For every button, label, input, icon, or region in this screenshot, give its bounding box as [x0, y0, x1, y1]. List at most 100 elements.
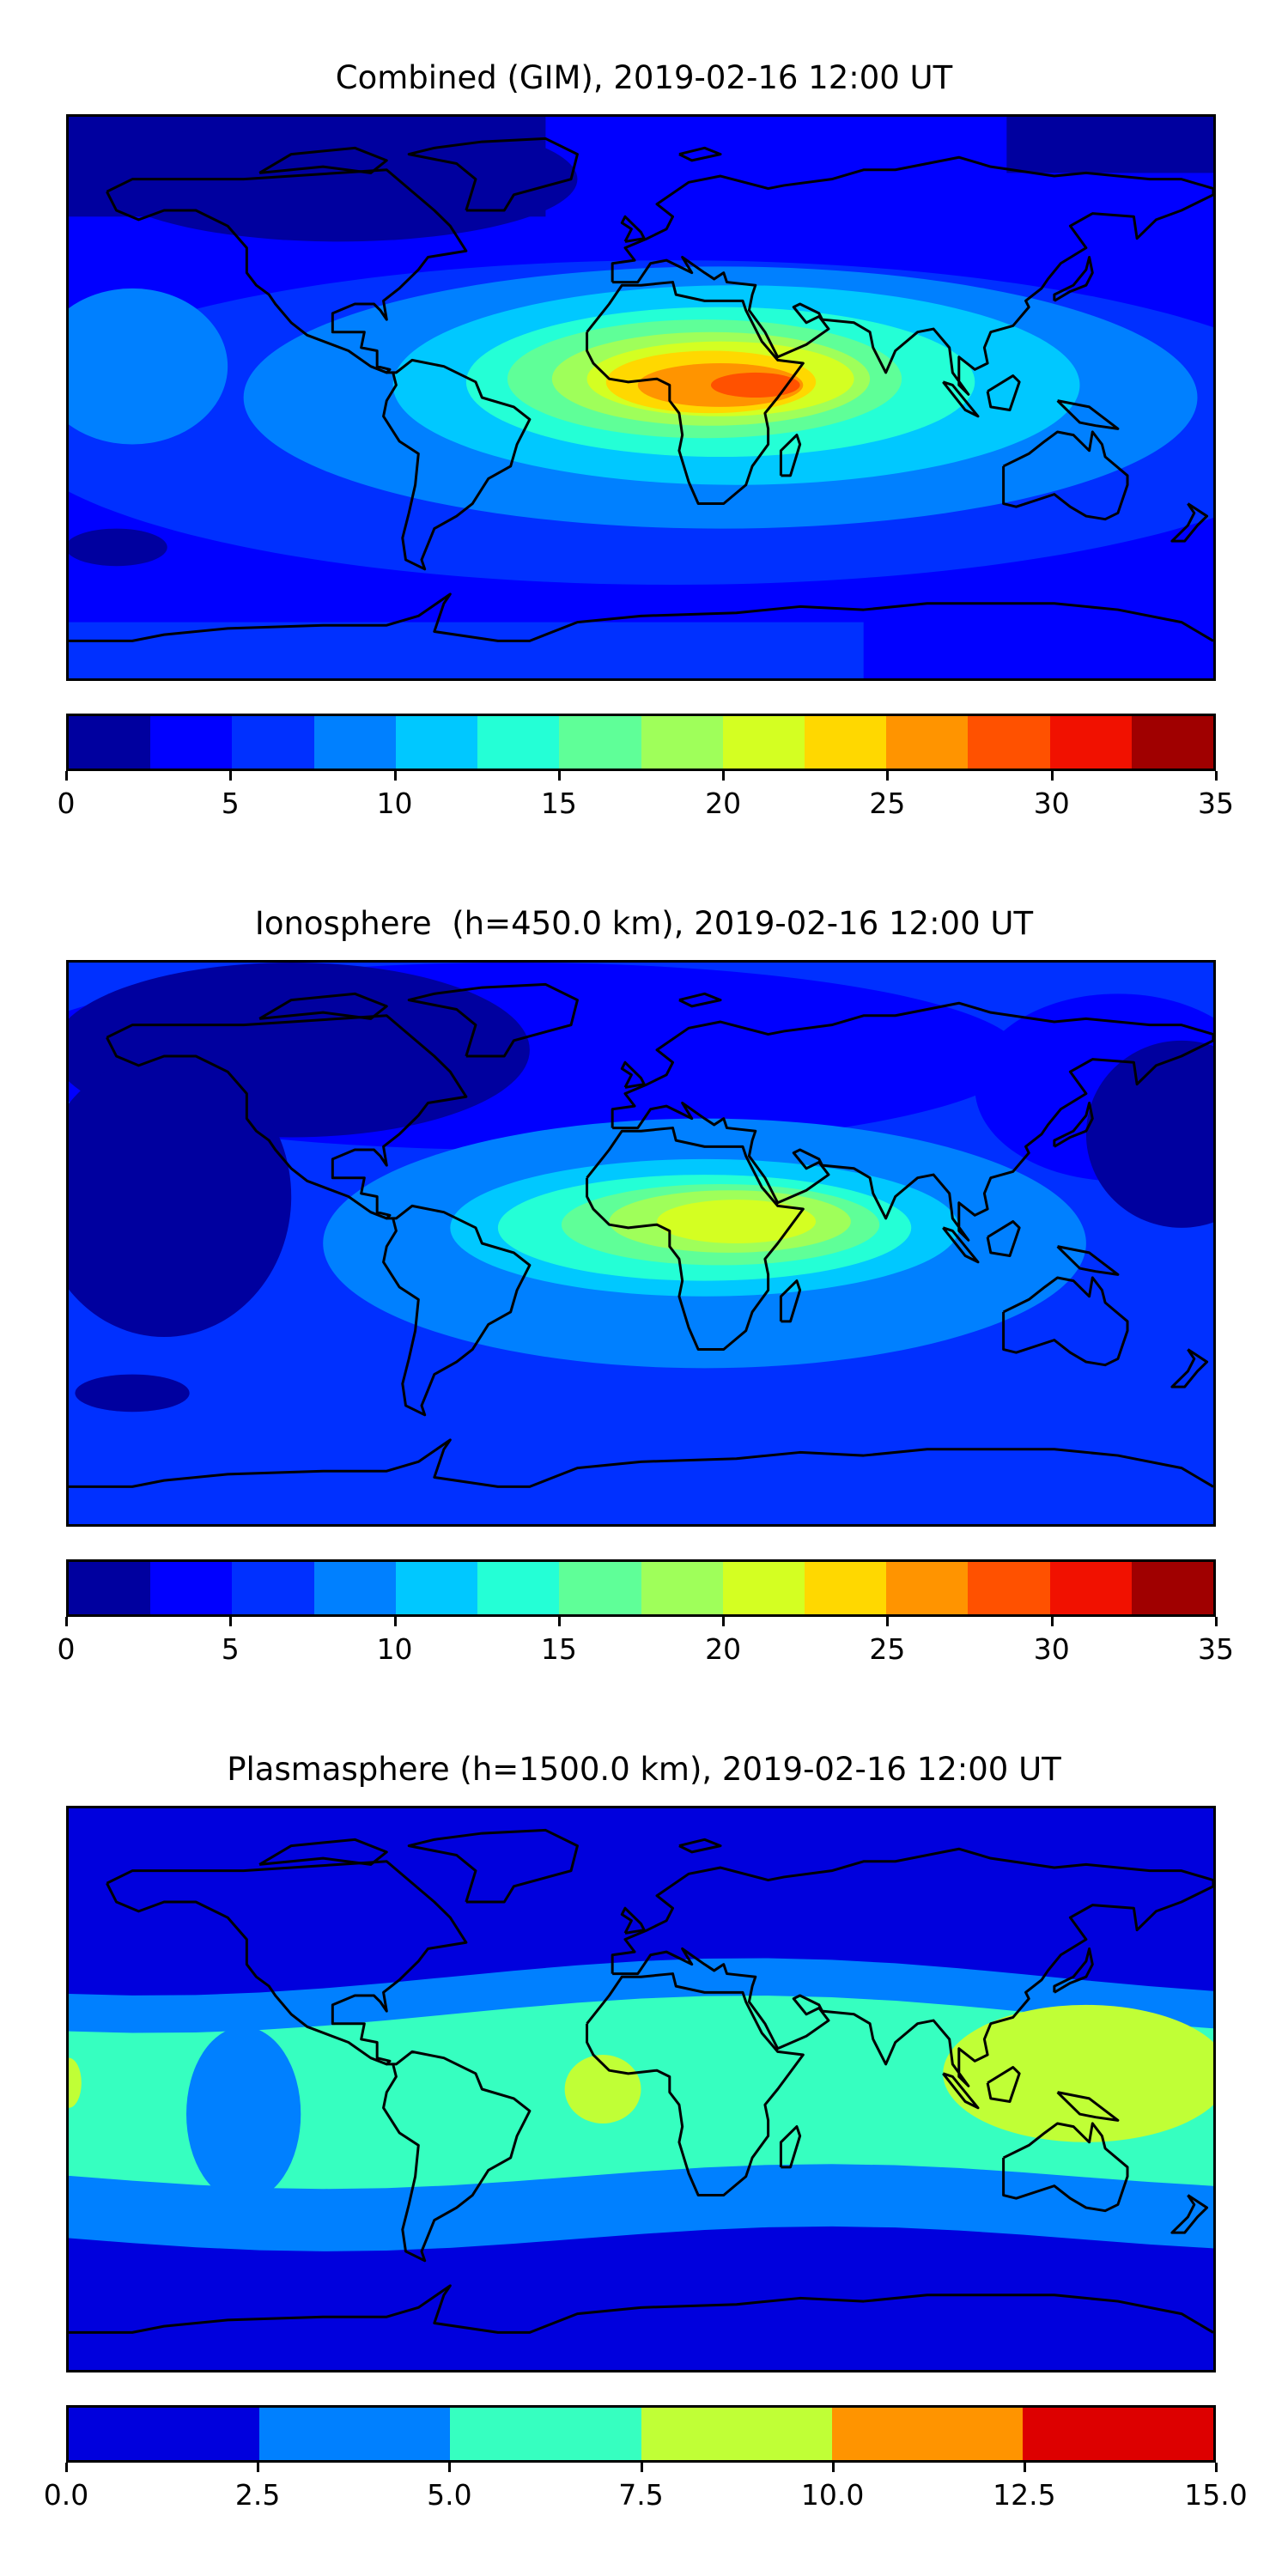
tick-mark	[1023, 2463, 1026, 2472]
tick-mark	[1215, 1617, 1218, 1626]
coastline-japan	[1054, 1103, 1092, 1147]
tick-label: 5	[221, 787, 240, 820]
contour-map	[66, 114, 1216, 681]
colorbar-segment	[232, 716, 314, 769]
colorbar-segment	[641, 1562, 723, 1614]
coastline-madagascar	[781, 2127, 799, 2167]
coastline-svalbard	[679, 993, 720, 1006]
coastline-eurasia	[612, 1849, 1213, 2086]
colorbar	[66, 2405, 1216, 2463]
coastline-australia	[1004, 432, 1127, 519]
coastline-greenland	[409, 1830, 577, 1902]
contour-level-0-2.5	[69, 1056, 292, 1337]
colorbar-segment	[804, 716, 887, 769]
contour-level-7.5-10	[69, 288, 228, 445]
coastline-borneo	[987, 2068, 1019, 2102]
tick-mark	[722, 1617, 726, 1626]
tick-label: 25	[869, 1632, 906, 1666]
tick-mark	[1215, 771, 1218, 781]
tick-label: 20	[705, 1632, 742, 1666]
coastline-samerica	[384, 2051, 530, 2260]
tick-mark	[257, 2463, 260, 2472]
tick-label: 12.5	[993, 2478, 1056, 2512]
coastline-samerica	[384, 1206, 530, 1414]
colorbar-segment	[641, 716, 723, 769]
colorbar-segment	[1049, 1562, 1132, 1614]
tick-mark	[831, 2463, 835, 2472]
coastline-svalbard	[679, 1839, 720, 1852]
coastline-newzealand	[1172, 2196, 1207, 2233]
contour-level-2.5-5	[186, 2026, 301, 2202]
coastline-antarctica	[69, 594, 1213, 641]
map-canvas	[69, 963, 1213, 1524]
coastline-britain	[622, 1908, 644, 1933]
tick-mark	[229, 771, 233, 781]
colorbar-segment	[313, 716, 396, 769]
contour-level-0-2.5	[100, 117, 578, 242]
tick-label: 0.0	[43, 2478, 89, 2512]
tick-mark	[1050, 771, 1054, 781]
coastline-borneo	[987, 376, 1019, 410]
tick-label: 2.5	[234, 2478, 281, 2512]
coastline-sumatra	[943, 2074, 978, 2108]
colorbar	[66, 714, 1216, 771]
coastline-namerica	[106, 170, 465, 373]
coastline-namerica	[106, 1016, 465, 1218]
tick-label: 35	[1198, 787, 1234, 820]
coastline-britain	[622, 1062, 644, 1087]
contour-level-7.5-10	[943, 2004, 1213, 2142]
tick-label: 15	[540, 787, 577, 820]
tick-label: 20	[705, 787, 742, 820]
coastline-madagascar	[781, 1281, 799, 1321]
coastline-canadaislands	[259, 148, 386, 173]
panel-title: Combined (GIM), 2019-02-16 12:00 UT	[335, 59, 953, 96]
colorbar-segment	[886, 716, 969, 769]
panel-title: Plasmasphere (h=1500.0 km), 2019-02-16 1…	[227, 1751, 1061, 1788]
colorbar-segment	[886, 1562, 969, 1614]
tick-label: 0	[57, 787, 76, 820]
colorbar-ticks: 0.0 2.5 5.0 7.5 10.0 12.5 15.0	[44, 2463, 1248, 2514]
colorbar-segment	[722, 716, 805, 769]
contour-level-7.5-10	[69, 2057, 82, 2108]
tick-label: 7.5	[618, 2478, 664, 2512]
tick-mark	[65, 771, 68, 781]
tick-label: 15	[540, 1632, 577, 1666]
colorbar-segment	[313, 1562, 396, 1614]
contour-level-0-2.5	[1085, 1040, 1213, 1228]
tick-mark	[229, 1617, 233, 1626]
colorbar-ticks: 0 5 10 15 20 25 30 35	[58, 771, 1234, 823]
coastline-canadaislands	[259, 993, 386, 1018]
colorbar-segment	[559, 716, 641, 769]
tick-mark	[886, 771, 890, 781]
tick-label: 5	[221, 1632, 240, 1666]
panel-title: Ionosphere (h=450.0 km), 2019-02-16 12:0…	[254, 905, 1034, 942]
coastline-newguinea	[1058, 401, 1118, 429]
tick-label: 5.0	[427, 2478, 472, 2512]
contour-level-0-2.5	[1006, 117, 1213, 173]
colorbar-segment	[968, 1562, 1050, 1614]
contour-level-27.5-30	[710, 372, 800, 398]
tick-mark	[1050, 1617, 1054, 1626]
coastline-antarctica	[69, 2286, 1213, 2333]
coastline-britain	[622, 216, 644, 241]
coastline-sumatra	[943, 1228, 978, 1262]
tick-mark	[886, 1617, 890, 1626]
colorbar-segment	[804, 1562, 887, 1614]
coastline-svalbard	[679, 148, 720, 161]
coastline-canadaislands	[259, 1839, 386, 1864]
coastline-africa	[587, 1974, 804, 2196]
tick-label: 25	[869, 787, 906, 820]
colorbar-segment	[450, 2408, 641, 2460]
tick-mark	[393, 1617, 397, 1626]
tick-mark	[65, 1617, 68, 1626]
coastline-australia	[1004, 2123, 1127, 2211]
colorbar-segment	[69, 1562, 151, 1614]
contour-map	[66, 960, 1216, 1527]
colorbar-segment	[831, 2408, 1023, 2460]
tick-label: 35	[1198, 1632, 1234, 1666]
tick-label: 30	[1033, 1632, 1070, 1666]
coastline-madagascar	[781, 435, 799, 476]
coastline-newguinea	[1058, 2093, 1118, 2121]
contour-level-5-7.5	[69, 1996, 1213, 2190]
coastline-samerica	[384, 360, 530, 568]
